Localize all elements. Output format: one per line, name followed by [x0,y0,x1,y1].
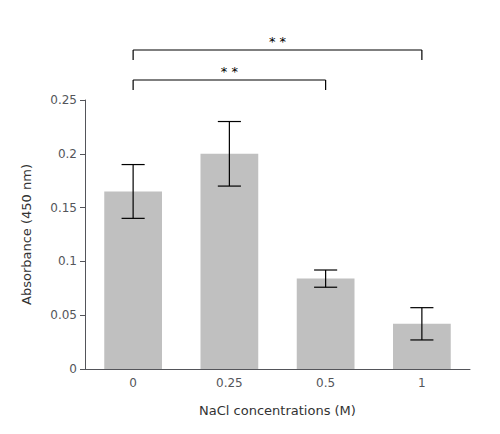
svg-text:0.15: 0.15 [50,201,77,215]
svg-text:1: 1 [418,376,426,390]
svg-text:0: 0 [69,362,77,376]
svg-text:NaCl concentrations (M): NaCl concentrations (M) [199,403,356,418]
svg-text:0.2: 0.2 [58,147,77,161]
svg-text:* *: * * [269,34,287,49]
svg-text:Absorbance (450 nm): Absorbance (450 nm) [19,164,34,305]
svg-text:0.25: 0.25 [50,93,77,107]
svg-text:0.1: 0.1 [58,254,77,268]
svg-text:0.25: 0.25 [216,376,243,390]
svg-text:0.5: 0.5 [316,376,335,390]
svg-text:0: 0 [129,376,137,390]
svg-text:* *: * * [221,64,239,79]
svg-text:0.05: 0.05 [50,308,77,322]
